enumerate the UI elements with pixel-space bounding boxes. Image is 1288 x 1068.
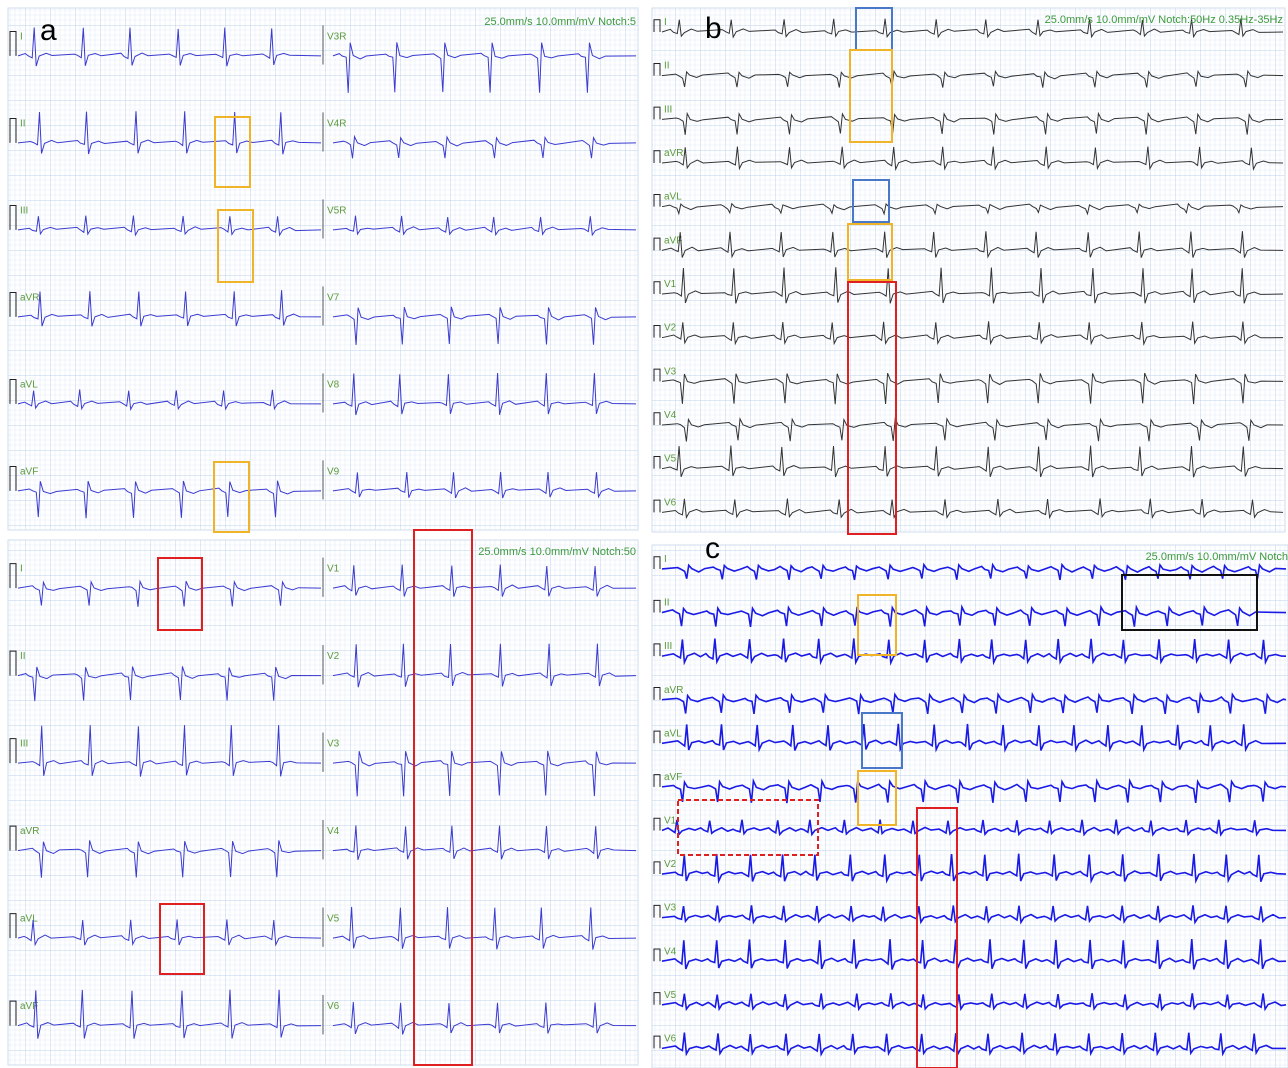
lead-label: V1 (327, 564, 340, 575)
speed-header: 25.0mm/s 10.0mm/mV Notch:5 (484, 16, 636, 28)
lead-label: II (20, 118, 26, 129)
lead-label: V3 (664, 903, 677, 914)
lead-label: V6 (664, 497, 677, 508)
lead-label: aVR (664, 685, 683, 696)
lead-label: V9 (327, 466, 340, 477)
lead-label: V4 (664, 946, 677, 957)
lead-label: II (20, 651, 26, 662)
lead-label: aVL (20, 379, 38, 390)
lead-label: V4 (664, 410, 677, 421)
lead-label: V8 (327, 379, 340, 390)
lead-label: V5 (664, 454, 677, 465)
lead-label: I (664, 554, 667, 565)
lead-label: V7 (327, 292, 340, 303)
lead-label: aVL (664, 728, 682, 739)
panel-letter: c (705, 532, 720, 565)
lead-label: aVF (20, 466, 38, 477)
lead-label: V5 (664, 990, 677, 1001)
panel-letter: a (40, 14, 57, 47)
lead-label: V4R (327, 118, 346, 129)
lead-label: aVR (664, 148, 683, 159)
lead-label: V6 (664, 1033, 677, 1044)
speed-header: 25.0mm/s 10.0mm/mV Notch:50 (478, 546, 636, 558)
ecg-grid (652, 545, 1288, 1068)
lead-label: III (664, 104, 672, 115)
lead-label: V3 (327, 739, 340, 750)
lead-label: aVR (20, 292, 39, 303)
lead-label: V1 (664, 816, 677, 827)
speed-header: 25.0mm/s 10.0mm/mV Notch (1146, 551, 1288, 563)
lead-label: aVL (20, 914, 38, 925)
lead-label: III (20, 205, 28, 216)
lead-label: III (664, 641, 672, 652)
lead-label: II (664, 598, 670, 609)
speed-header: 25.0mm/s 10.0mm/mV Notch:50Hz 0.35Hz-35H… (1045, 14, 1283, 26)
lead-label: aVR (20, 826, 39, 837)
ecg-grid (8, 8, 638, 530)
lead-label: V3R (327, 31, 346, 42)
lead-label: I (20, 564, 23, 575)
lead-label: I (664, 17, 667, 28)
ecg-grid (652, 8, 1285, 532)
lead-label: I (20, 31, 23, 42)
lead-label: V4 (327, 826, 340, 837)
lead-label: aVF (664, 772, 682, 783)
lead-label: V6 (327, 1001, 340, 1012)
ecg-figure: IIIIIIaVRaVLaVFV3RV4RV5RV7V8V925.0mm/s 1… (0, 0, 1288, 1068)
lead-label: aVL (664, 192, 682, 203)
lead-label: V3 (664, 366, 677, 377)
lead-label: II (664, 61, 670, 72)
lead-label: V1 (664, 279, 677, 290)
lead-label: V2 (664, 323, 677, 334)
lead-label: V5 (327, 914, 340, 925)
lead-label: V2 (327, 651, 340, 662)
lead-label: V5R (327, 205, 346, 216)
panel-letter: b (705, 12, 722, 45)
lead-label: III (20, 739, 28, 750)
lead-label: V2 (664, 859, 677, 870)
ecg-grid (8, 540, 638, 1065)
